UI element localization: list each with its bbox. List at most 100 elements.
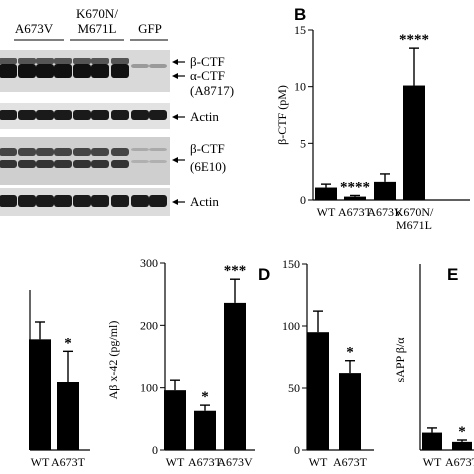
bar-wt (315, 187, 337, 200)
band (111, 110, 129, 120)
band (73, 148, 91, 156)
label-beta-ctf: β-CTF (190, 54, 225, 69)
panel-letter-d: D (258, 265, 270, 284)
lane-group-label: GFP (138, 21, 162, 36)
panel-E: sAPP β/α WT * A673T (393, 264, 474, 469)
label-beta-ctf-6e10: β-CTF (190, 141, 225, 156)
y-axis-label: Aβ x-42 (pg/ml) (106, 321, 120, 400)
band (73, 160, 91, 168)
band (149, 64, 167, 68)
lane-group-label: K670N/ (76, 6, 118, 21)
significance-marker: *** (224, 263, 247, 279)
band (18, 195, 36, 207)
band (18, 110, 36, 120)
panel-letter-b: B (294, 5, 306, 24)
y-tick-label: 300 (140, 256, 158, 270)
category-label: A673V (367, 205, 403, 219)
band (0, 64, 17, 78)
band (91, 64, 109, 78)
category-label: WT (31, 455, 50, 469)
y-tick-label: 0 (300, 193, 306, 207)
panel-letter-e: E (447, 265, 458, 284)
band (36, 58, 54, 64)
band (131, 64, 149, 68)
band (54, 58, 72, 64)
band (91, 195, 109, 207)
panel-D-right: 0 50 100 150 WT * A673T (282, 257, 374, 469)
bar-a673v (374, 181, 396, 200)
category-label: WT (309, 455, 328, 469)
band (54, 195, 72, 207)
category-label: M671L (396, 218, 432, 232)
bar-wt (164, 390, 186, 450)
y-tick-label: 150 (282, 257, 300, 271)
bar-a673t (339, 373, 361, 450)
band (36, 148, 54, 156)
band (54, 160, 72, 168)
panel-D-left: 0 100 200 300 Aβ x-42 (pg/ml) WT * A673T *** A673… (106, 256, 255, 469)
band (91, 160, 109, 168)
significance-marker: **** (399, 32, 429, 48)
bar-a673t (57, 382, 79, 450)
band (131, 160, 149, 163)
band (54, 64, 72, 78)
band (91, 148, 109, 156)
band (73, 195, 91, 207)
category-label: WT (423, 455, 442, 469)
significance-marker: * (64, 335, 72, 351)
category-label: A673T (188, 455, 223, 469)
y-axis-label: β-CTF (pM) (275, 85, 289, 145)
arrow-beta-ctf-6e10-head (172, 157, 178, 163)
lane-group-labels: A673V K670N/M671L GFP (14, 6, 168, 41)
arrow-beta-ctf-head (172, 59, 178, 65)
band (54, 110, 72, 120)
category-label: WT (317, 205, 336, 219)
bar-k670n-m671l (403, 85, 425, 200)
lane-group-label: M671L (78, 21, 117, 36)
band (73, 58, 91, 64)
arrow-actin-2-head (172, 199, 178, 205)
label-antibody-6e10: (6E10) (190, 159, 226, 174)
band (0, 110, 17, 120)
band (111, 160, 129, 168)
y-tick-label: 200 (140, 318, 158, 332)
significance-marker: * (201, 389, 209, 405)
category-label: A673T (333, 455, 368, 469)
band (54, 148, 72, 156)
bar-a673t (194, 410, 216, 450)
band (111, 195, 129, 207)
significance-marker: **** (340, 179, 370, 195)
category-label: WT (166, 455, 185, 469)
bar-a673v (224, 302, 246, 450)
y-tick-label: 10 (294, 80, 306, 94)
band (111, 58, 129, 64)
band (18, 64, 36, 78)
lane-group-label: A673V (15, 21, 54, 36)
category-label: K670N/ (395, 205, 434, 219)
western-blot-images (0, 50, 170, 216)
band (36, 64, 54, 78)
band (149, 195, 167, 207)
y-axis-label: sAPP β/α (393, 337, 407, 383)
band (36, 110, 54, 120)
y-tick-label: 0 (294, 443, 300, 457)
arrow-actin-1-head (172, 114, 178, 120)
y-tick-label: 100 (282, 319, 300, 333)
band (149, 148, 167, 151)
label-antibody-a8717: (A8717) (190, 83, 234, 98)
bar-a673t (452, 441, 472, 450)
band (36, 160, 54, 168)
y-tick-label: 5 (300, 136, 306, 150)
bar-a673t (344, 196, 366, 200)
bar-wt (307, 332, 329, 450)
band (0, 58, 17, 64)
band (0, 195, 17, 207)
band (111, 64, 129, 78)
band (0, 160, 17, 168)
panel-C-right: WT * A673T (29, 290, 90, 469)
band (73, 110, 91, 120)
y-tick-label: 15 (294, 23, 306, 37)
label-alpha-ctf: α-CTF (190, 68, 225, 83)
significance-marker: * (458, 424, 466, 440)
